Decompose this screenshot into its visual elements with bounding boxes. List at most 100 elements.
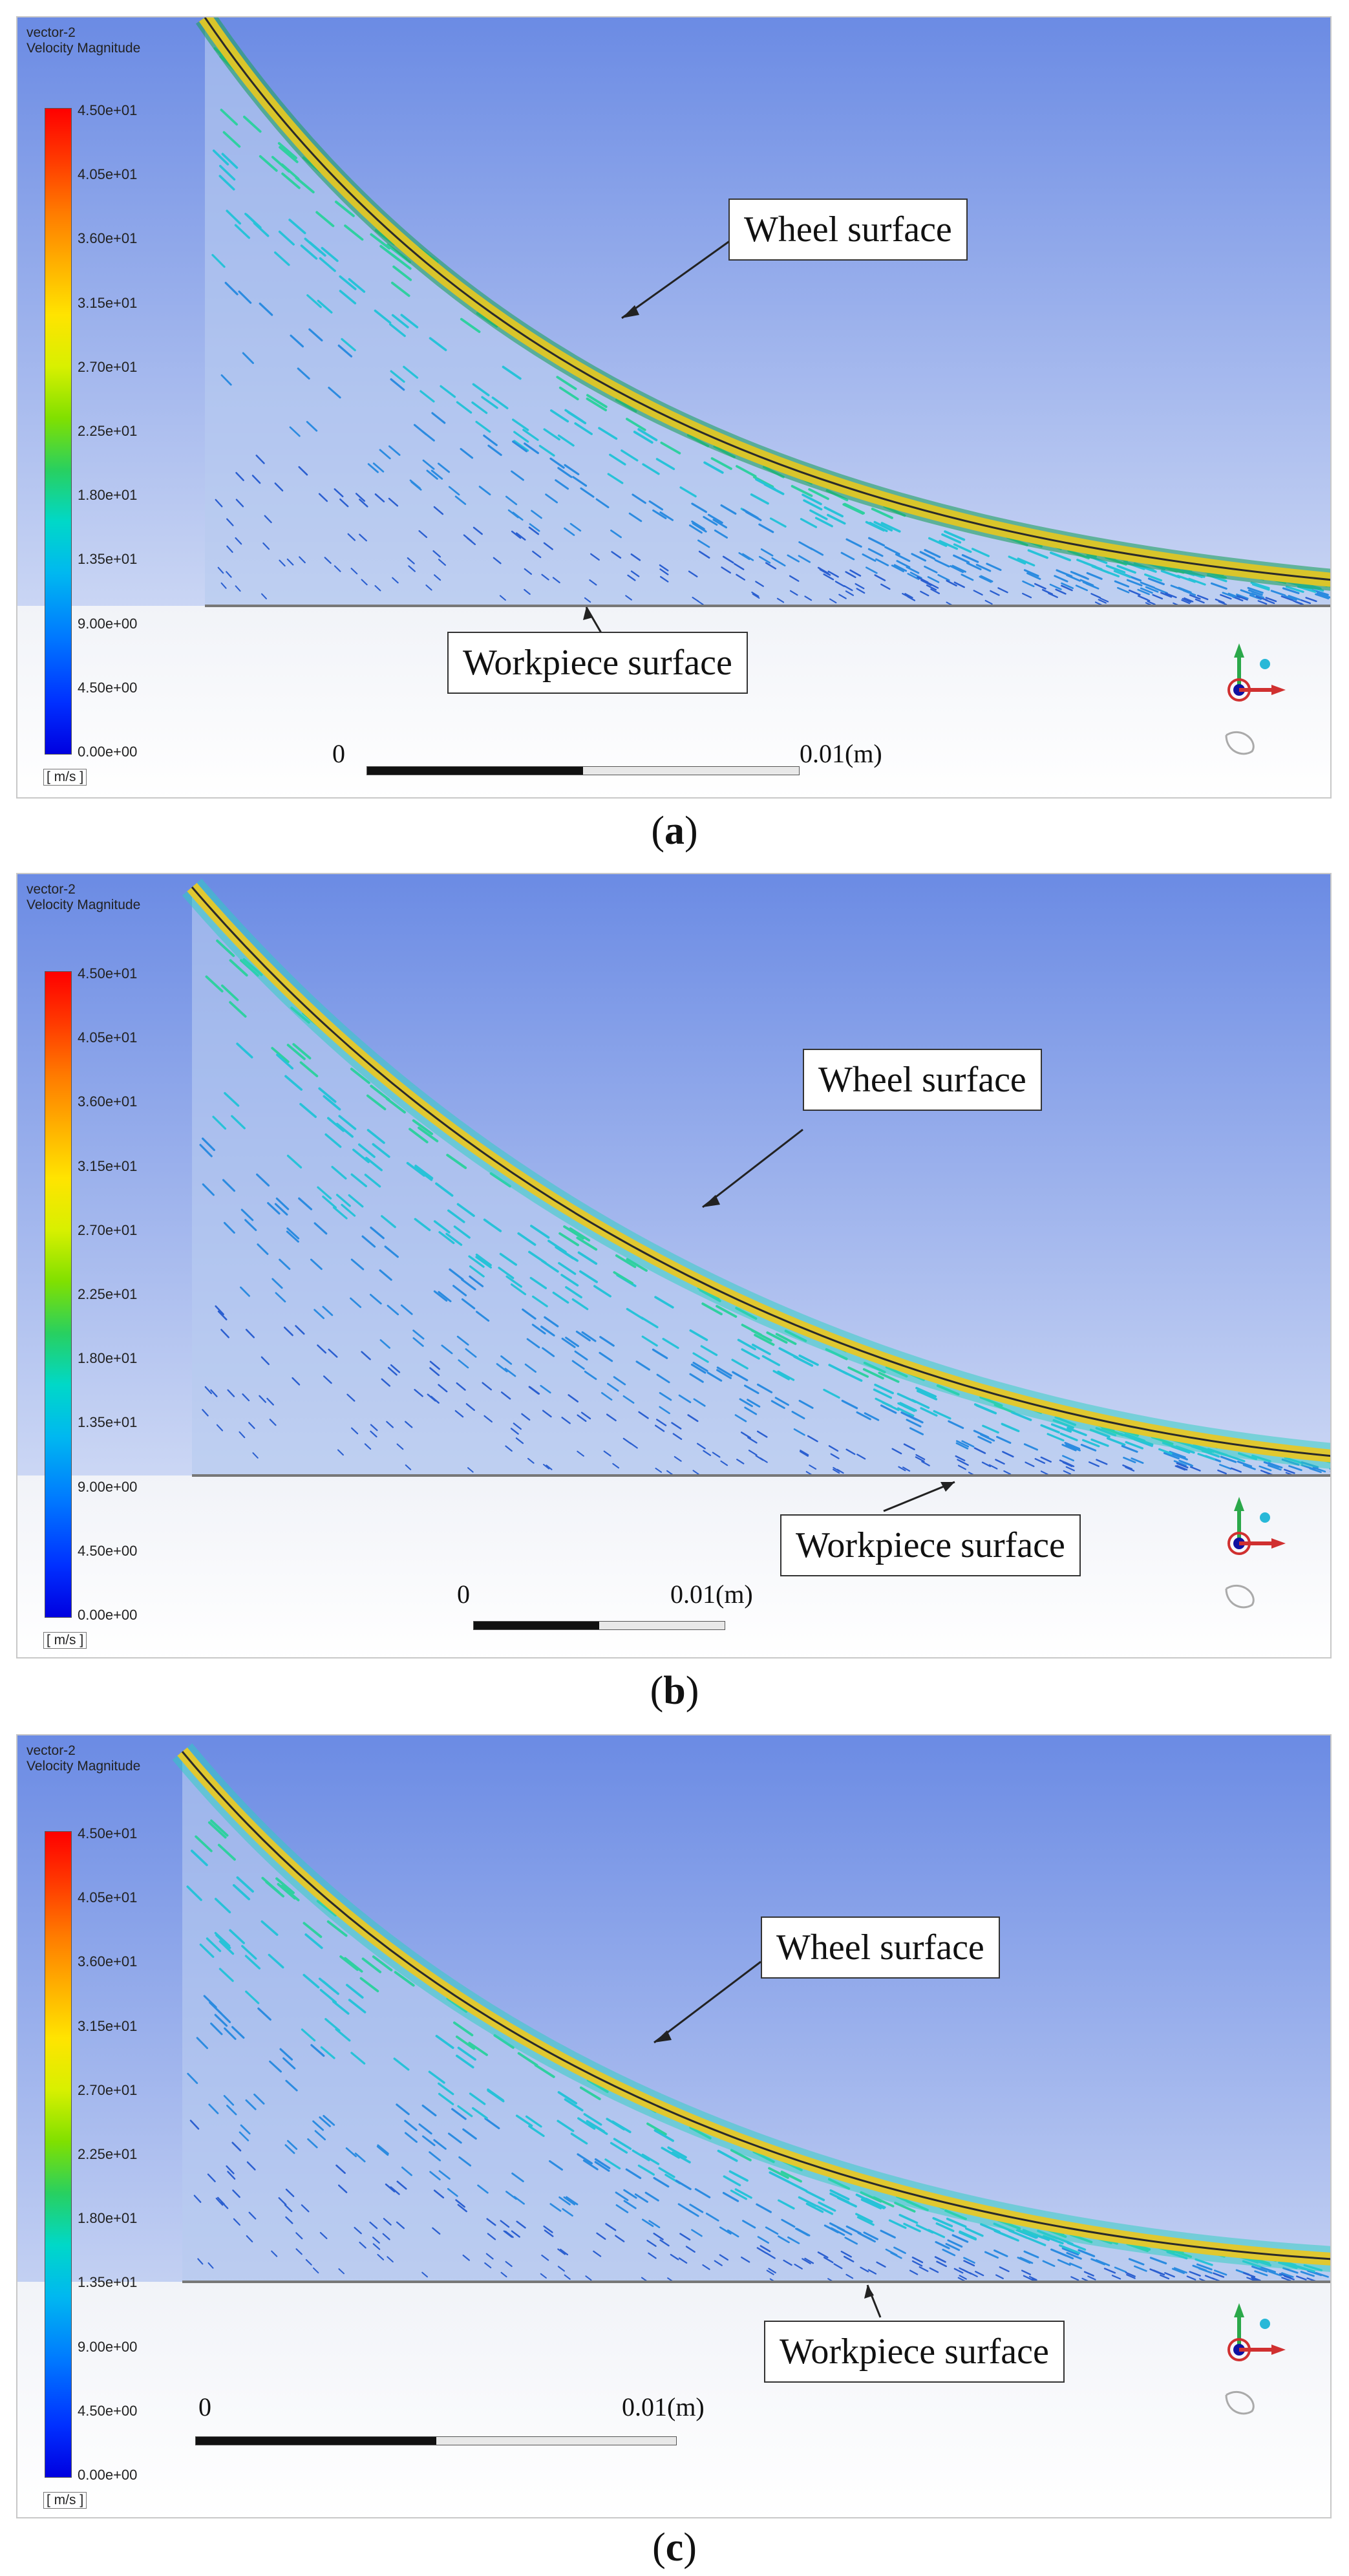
velocity-vector [635, 1360, 650, 1371]
velocity-vector [528, 1250, 547, 1264]
velocity-vector [1114, 580, 1130, 588]
velocity-vector [278, 230, 295, 246]
velocity-vector [377, 2144, 389, 2155]
velocity-vector [410, 480, 422, 491]
velocity-vector [586, 397, 607, 412]
velocity-vector [742, 508, 759, 519]
velocity-vector [622, 1437, 632, 1444]
velocity-vector [429, 2171, 441, 2181]
velocity-vector [847, 1366, 869, 1378]
velocity-vector [769, 2171, 790, 2184]
velocity-vector [606, 2118, 626, 2131]
colorbar-tick-label: 3.60e+01 [78, 230, 138, 247]
velocity-vector [939, 540, 959, 550]
velocity-vector [1284, 595, 1297, 601]
velocity-vector [298, 1197, 313, 1210]
velocity-vector [284, 2204, 293, 2213]
velocity-vector [1069, 2262, 1083, 2270]
velocity-vector [542, 1410, 552, 1418]
colorbar-tick-label: 4.50e+00 [78, 1542, 138, 1559]
velocity-vector [530, 1225, 550, 1239]
velocity-vector [946, 579, 957, 586]
velocity-vector [374, 585, 381, 592]
velocity-vector [1251, 592, 1264, 599]
velocity-vector [944, 530, 966, 541]
velocity-vector [544, 1316, 559, 1327]
colorbar-tick-label: 2.70e+01 [78, 1221, 138, 1238]
velocity-vector [911, 1399, 930, 1409]
velocity-vector [898, 1466, 906, 1472]
velocity-vector [422, 459, 435, 470]
velocity-vector [359, 499, 368, 508]
velocity-vector [759, 2245, 771, 2253]
velocity-vector [543, 542, 553, 550]
velocity-vector [390, 2186, 400, 2195]
velocity-vector [1065, 1466, 1075, 1472]
velocity-vector [427, 1393, 436, 1402]
velocity-vector [1011, 1411, 1032, 1421]
velocity-vector [1264, 599, 1275, 605]
velocity-vector [210, 1389, 218, 1397]
velocity-vector [757, 2236, 769, 2244]
velocity-vector [214, 1898, 231, 1914]
velocity-vector [1078, 2249, 1096, 2258]
velocity-vector [674, 1455, 682, 1462]
velocity-vector [286, 1230, 299, 1243]
velocity-vector [685, 2246, 696, 2253]
velocity-vector [1160, 570, 1181, 579]
velocity-vector [712, 1452, 721, 1458]
velocity-vector [317, 1344, 327, 1354]
velocity-vector [1040, 1424, 1060, 1433]
velocity-vector [632, 2149, 650, 2162]
velocity-vector [1195, 598, 1205, 604]
velocity-vector [969, 2271, 978, 2277]
velocity-vector [855, 2213, 873, 2223]
velocity-vector [833, 1468, 840, 1474]
velocity-vector [876, 2261, 886, 2268]
velocity-vector [206, 1937, 222, 1952]
velocity-vector [387, 2256, 394, 2263]
velocity-vector [510, 1428, 519, 1435]
velocity-vector [734, 1414, 747, 1422]
velocity-vector [1251, 2265, 1268, 2273]
velocity-vector [421, 430, 435, 442]
velocity-vector [754, 1333, 775, 1346]
velocity-vector [207, 1821, 227, 1839]
workpiece-surface-label: Workpiece surface [764, 2321, 1065, 2383]
velocity-vector [524, 442, 540, 455]
velocity-vector [295, 2232, 303, 2240]
velocity-vector [389, 323, 406, 338]
velocity-vector [890, 2251, 902, 2259]
velocity-vector [513, 1422, 522, 1430]
velocity-vector [653, 2129, 674, 2142]
velocity-vector [844, 2237, 858, 2245]
velocity-vector [317, 1186, 332, 1200]
scale-bar [366, 766, 800, 775]
velocity-vector [567, 411, 587, 425]
velocity-vector [1259, 1465, 1272, 1472]
colorbar-tick-label: 4.05e+01 [78, 166, 138, 183]
velocity-vector [996, 1435, 1012, 1444]
velocity-vector [1126, 2273, 1136, 2279]
velocity-vector [955, 1455, 966, 1461]
velocity-vector [744, 1384, 759, 1395]
velocity-vector [1083, 2271, 1094, 2277]
velocity-vector [955, 1440, 970, 1448]
velocity-vector [521, 1413, 531, 1421]
velocity-vector [693, 1398, 706, 1407]
velocity-vector [973, 590, 983, 596]
velocity-vector [842, 1370, 863, 1382]
velocity-vector [222, 131, 241, 148]
scale-bar [195, 2436, 677, 2445]
velocity-vector [1217, 1469, 1227, 1475]
velocity-vector [280, 1884, 300, 1902]
velocity-vector [988, 1464, 998, 1470]
velocity-vector [1196, 2263, 1213, 2271]
velocity-vector [658, 2167, 675, 2178]
scale-end: 0.01(m) [800, 739, 882, 768]
velocity-vector [1149, 2268, 1162, 2275]
velocity-vector [1050, 1423, 1072, 1433]
velocity-vector [392, 265, 412, 281]
velocity-vector [366, 1094, 387, 1111]
velocity-vector [679, 486, 697, 498]
